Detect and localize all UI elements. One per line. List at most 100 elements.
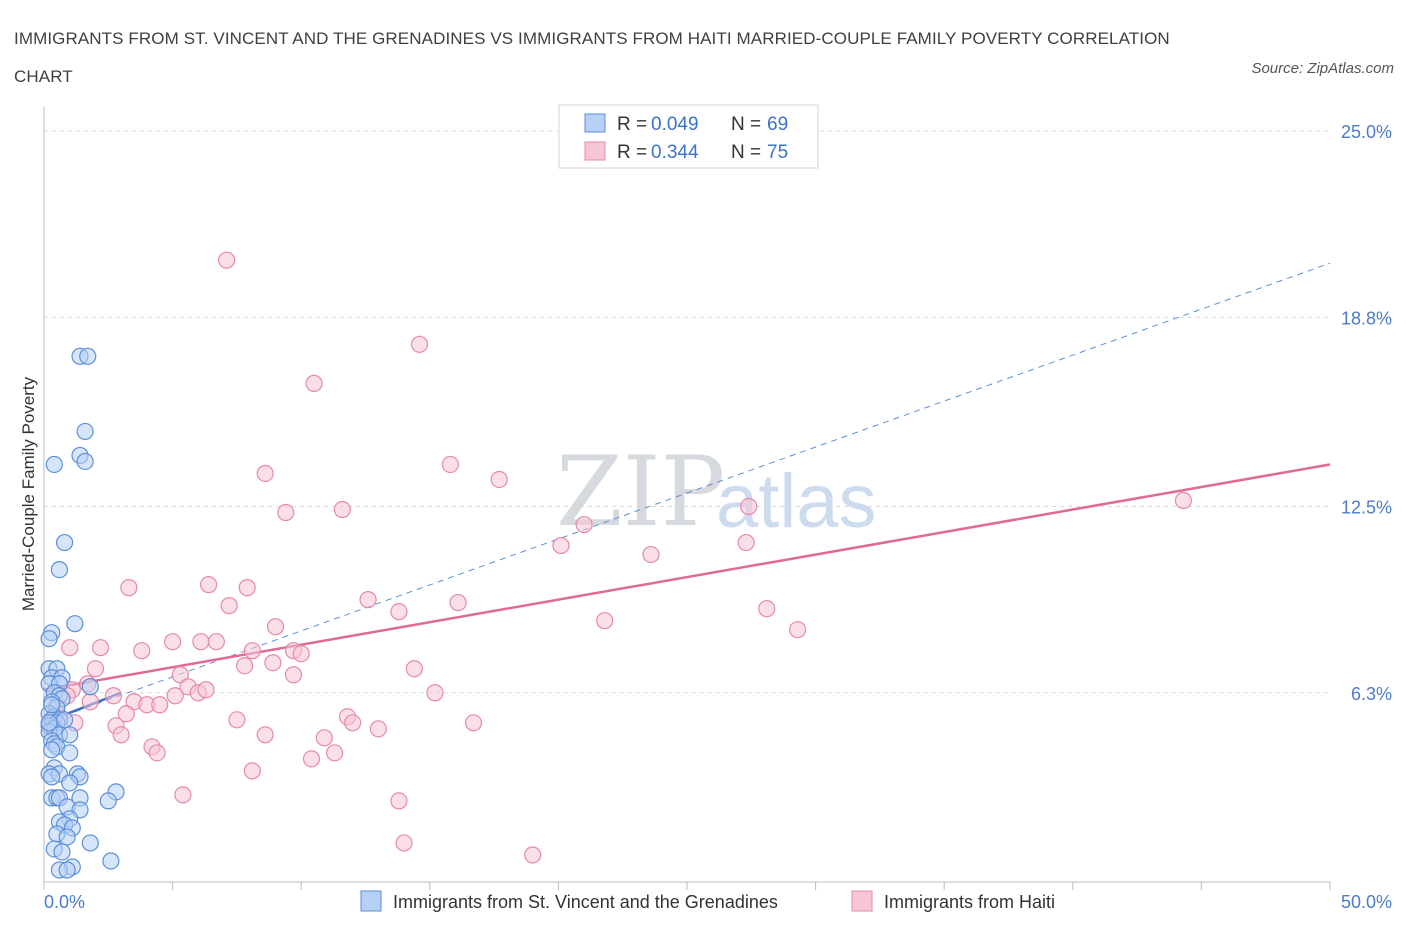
haiti-point-33 bbox=[61, 639, 79, 657]
haiti-point-18 bbox=[359, 591, 377, 609]
legend-n-value-blue: 69 bbox=[767, 114, 788, 135]
st-vincent-point-6 bbox=[55, 533, 74, 552]
x-axis-ticks bbox=[43, 882, 1331, 890]
haiti-point-65 bbox=[148, 744, 166, 762]
source-label: Source: ZipAtlas.com bbox=[1251, 60, 1394, 77]
st-vincent-point-61 bbox=[53, 843, 71, 861]
st-vincent-point-68 bbox=[40, 714, 58, 732]
trend-lines bbox=[43, 262, 1331, 724]
legend-r-label-blue: R = bbox=[617, 114, 647, 135]
legend-n-label-pink: N = bbox=[731, 142, 761, 163]
haiti-point-38 bbox=[284, 666, 303, 684]
haiti-point-68 bbox=[243, 762, 261, 780]
legend-swatch-pink bbox=[584, 141, 606, 161]
y-tick-label-2: 18.8% bbox=[1341, 308, 1392, 328]
haiti-point-4 bbox=[441, 455, 459, 474]
watermark-atlas: atlas bbox=[716, 459, 877, 544]
haiti-point-72 bbox=[524, 846, 542, 864]
haiti-point-26 bbox=[133, 642, 151, 660]
haiti-point-71 bbox=[395, 834, 413, 852]
haiti-point-43 bbox=[81, 693, 99, 711]
haiti-point-22 bbox=[758, 600, 776, 618]
st-vincent-point-4 bbox=[76, 452, 94, 471]
st-vincent-point-65 bbox=[58, 861, 76, 879]
bottom-legend-label-pink: Immigrants from Haiti bbox=[884, 892, 1055, 912]
haiti-point-9 bbox=[575, 515, 593, 534]
y-tick-label-3: 25.0% bbox=[1341, 122, 1392, 142]
haiti-point-69 bbox=[174, 786, 192, 804]
haiti-point-67 bbox=[302, 750, 321, 768]
st-vincent-point-1 bbox=[79, 347, 97, 365]
haiti-point-19 bbox=[390, 603, 408, 621]
bottom-legend-swatch-pink bbox=[851, 890, 873, 912]
st-vincent-point-44 bbox=[61, 774, 79, 792]
haiti-point-42 bbox=[104, 687, 123, 705]
haiti-point-14 bbox=[120, 579, 138, 597]
st-vincent-point-37 bbox=[61, 744, 79, 762]
bottom-legend: Immigrants from St. Vincent and the Gren… bbox=[360, 890, 1055, 912]
haiti-point-39 bbox=[171, 666, 189, 684]
st-vincent-point-42 bbox=[43, 768, 61, 786]
x-tick-label-max: 50.0% bbox=[1341, 892, 1392, 912]
haiti-point-21 bbox=[596, 612, 614, 630]
haiti-point-13 bbox=[1174, 491, 1192, 510]
haiti-point-1 bbox=[410, 335, 429, 353]
y-tick-label-1: 12.5% bbox=[1341, 498, 1392, 518]
haiti-point-63 bbox=[315, 729, 333, 747]
haiti-point-66 bbox=[326, 744, 344, 762]
haiti-point-20 bbox=[449, 594, 467, 612]
x-tick-label-min: 0.0% bbox=[44, 892, 85, 912]
haiti-point-61 bbox=[369, 720, 387, 738]
haiti-point-34 bbox=[86, 660, 105, 678]
legend-n-label-blue: N = bbox=[731, 114, 761, 135]
haiti-point-60 bbox=[344, 714, 362, 732]
haiti-point-23 bbox=[788, 621, 807, 639]
haiti-point-56 bbox=[112, 726, 130, 744]
haiti-point-2 bbox=[305, 374, 323, 392]
haiti-point-15 bbox=[200, 576, 218, 594]
haiti-point-32 bbox=[292, 645, 310, 663]
st-vincent-point-32 bbox=[61, 726, 79, 744]
haiti-point-17 bbox=[220, 597, 238, 615]
st-vincent-point-17 bbox=[81, 678, 99, 696]
series-st-vincent-points bbox=[40, 347, 125, 879]
haiti-point-24 bbox=[266, 618, 285, 636]
haiti-point-12 bbox=[737, 533, 755, 552]
haiti-point-50 bbox=[197, 681, 215, 699]
st-vincent-point-36 bbox=[43, 741, 61, 759]
st-vincent-point-62 bbox=[102, 852, 120, 870]
st-vincent-point-67 bbox=[55, 711, 74, 729]
y-axis-label: Married-Couple Family Poverty bbox=[19, 376, 38, 611]
haiti-point-36 bbox=[264, 654, 282, 672]
st-vincent-point-10 bbox=[40, 630, 58, 648]
haiti-point-51 bbox=[426, 684, 444, 702]
st-vincent-point-2 bbox=[76, 422, 94, 441]
haiti-point-27 bbox=[164, 633, 182, 651]
top-legend: R = 0.049 N = 69 R = 0.344 N = 75 bbox=[558, 104, 819, 169]
haiti-point-11 bbox=[740, 497, 758, 516]
haiti-point-62 bbox=[464, 714, 483, 732]
st-vincent-point-5 bbox=[45, 455, 63, 474]
chart-title: IMMIGRANTS FROM ST. VINCENT AND THE GREN… bbox=[14, 29, 1170, 86]
bottom-legend-swatch-blue bbox=[360, 890, 382, 912]
haiti-point-5 bbox=[490, 470, 508, 489]
trend-line-st-vincent-extended bbox=[43, 262, 1331, 724]
haiti-point-49 bbox=[166, 687, 184, 705]
y-tick-label-0: 6.3% bbox=[1351, 684, 1392, 704]
haiti-point-0 bbox=[218, 251, 236, 269]
haiti-point-29 bbox=[207, 633, 225, 651]
st-vincent-point-8 bbox=[66, 615, 84, 633]
legend-r-label-pink: R = bbox=[617, 142, 647, 163]
haiti-point-25 bbox=[91, 639, 110, 657]
watermark: ZIP atlas bbox=[556, 436, 877, 548]
bottom-legend-label-blue: Immigrants from St. Vincent and the Gren… bbox=[393, 892, 778, 912]
haiti-point-58 bbox=[256, 726, 274, 744]
haiti-point-57 bbox=[228, 711, 246, 729]
st-vincent-point-7 bbox=[50, 560, 69, 579]
legend-r-value-blue: 0.049 bbox=[651, 114, 699, 135]
haiti-point-37 bbox=[405, 660, 423, 678]
st-vincent-point-58 bbox=[58, 828, 76, 846]
haiti-point-16 bbox=[238, 579, 256, 597]
haiti-point-52 bbox=[117, 705, 135, 723]
